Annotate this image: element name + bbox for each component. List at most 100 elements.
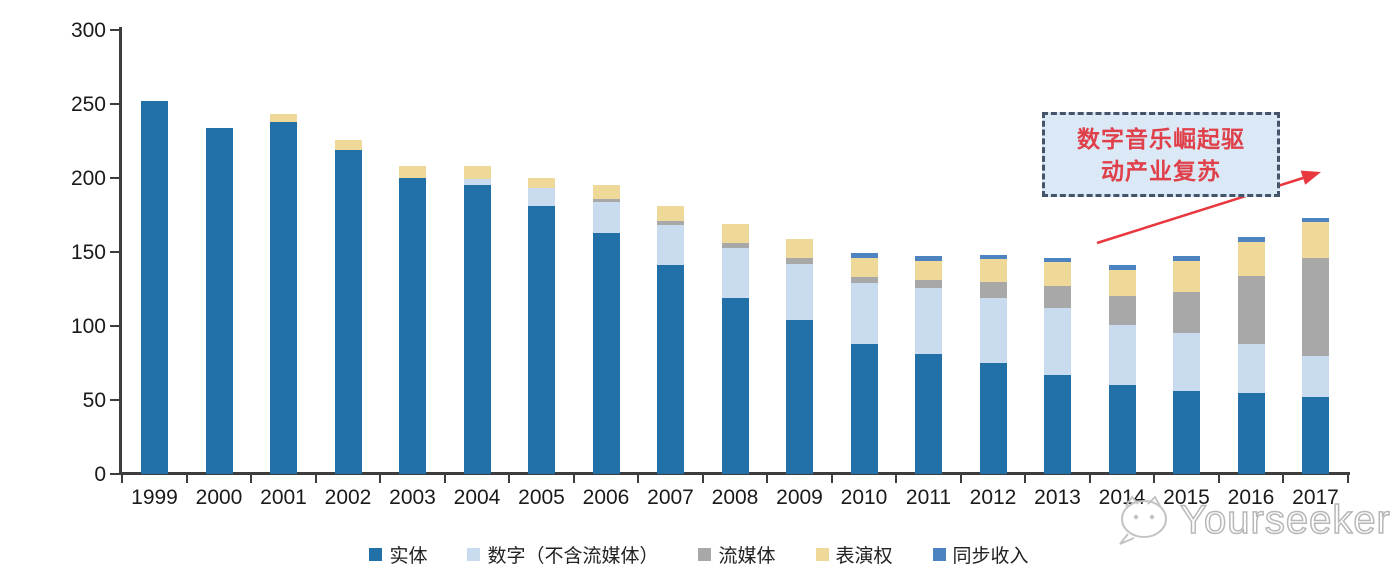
bar-segment-2010 — [850, 253, 878, 258]
legend-label: 同步收入 — [952, 546, 1029, 567]
y-axis-tick-label: 300 — [70, 19, 106, 42]
x-axis-label-2002: 2002 — [324, 486, 372, 509]
x-axis-label-2016: 2016 — [1227, 486, 1275, 509]
y-axis-tick-mark — [110, 325, 119, 327]
bar-segment-2015 — [1173, 260, 1200, 292]
bar-segment-2011 — [915, 256, 942, 261]
bar-segment-2014 — [1108, 269, 1136, 297]
y-axis-tick-mark — [110, 177, 119, 179]
bar-segment-2008 — [721, 297, 749, 474]
x-axis-label-2004: 2004 — [453, 486, 501, 509]
x-axis-label-2015: 2015 — [1163, 486, 1210, 509]
bar-segment-2014 — [1108, 385, 1136, 474]
bar-segment-2017 — [1302, 355, 1329, 398]
bar-segment-2011 — [915, 354, 942, 474]
legend-item-2: 数字（不含流媒体） — [467, 541, 658, 568]
bar-segment-2004 — [463, 185, 491, 474]
x-axis-label-2007: 2007 — [647, 486, 694, 509]
bar-segment-2010 — [850, 283, 878, 344]
bar-segment-2014 — [1108, 296, 1136, 325]
bar-segment-2012 — [979, 254, 1007, 260]
bar-segment-2013 — [1044, 374, 1071, 474]
y-axis-tick-label: 150 — [70, 241, 106, 264]
y-axis-tick-label: 200 — [70, 167, 106, 190]
bar-segment-2015 — [1173, 391, 1200, 474]
x-axis-tick-mark — [314, 475, 317, 483]
y-axis-tick-mark — [110, 103, 119, 105]
bar-segment-2017 — [1302, 217, 1329, 223]
bar-segment-2013 — [1044, 257, 1071, 263]
bar-segment-2009 — [786, 263, 813, 321]
x-axis-tick-mark — [508, 475, 511, 483]
x-axis-label-2010: 2010 — [840, 486, 888, 509]
bar-segment-2008 — [721, 223, 749, 244]
bar-segment-2001 — [270, 121, 297, 474]
bar-segment-2005 — [528, 206, 555, 474]
bar-segment-2005 — [528, 178, 555, 189]
x-axis-label-2000: 2000 — [195, 486, 243, 509]
bar-segment-2007 — [657, 220, 684, 226]
bar-segment-2003 — [399, 166, 426, 178]
bar-segment-2010 — [850, 257, 878, 278]
bar-segment-2015 — [1173, 256, 1200, 261]
y-axis-tick-label: 250 — [70, 93, 106, 116]
bar-segment-2016 — [1237, 392, 1265, 474]
x-axis-label-2005: 2005 — [518, 486, 565, 509]
x-axis-label-2008: 2008 — [711, 486, 759, 509]
x-axis-label-1999: 1999 — [131, 486, 178, 509]
bar-segment-2014 — [1108, 265, 1136, 270]
bar-segment-2002 — [334, 139, 362, 150]
x-axis-tick-mark — [1282, 475, 1285, 483]
bar-segment-2012 — [979, 281, 1007, 298]
legend-item-3: 流媒体 — [698, 541, 776, 568]
x-axis-tick-mark — [637, 475, 640, 483]
bar-segment-2007 — [657, 225, 684, 266]
bar-segment-2017 — [1302, 222, 1329, 258]
bar-segment-2002 — [334, 149, 362, 474]
bar-segment-2006 — [592, 198, 620, 202]
y-axis-tick-mark — [110, 29, 119, 31]
bar-segment-2007 — [657, 206, 684, 221]
x-axis-label-2006: 2006 — [582, 486, 630, 509]
bar-segment-2016 — [1237, 237, 1265, 242]
x-axis-tick-mark — [250, 475, 253, 483]
bar-segment-2004 — [463, 179, 491, 186]
bar-segment-2015 — [1173, 333, 1200, 392]
bar-segment-2006 — [592, 201, 620, 233]
bar-segment-2015 — [1173, 291, 1200, 334]
legend-label: 实体 — [389, 546, 428, 567]
bar-segment-2013 — [1044, 308, 1071, 375]
bar-segment-2010 — [850, 277, 878, 284]
watermark-text: Yourseeker — [1179, 497, 1391, 543]
bar-segment-2006 — [592, 232, 620, 474]
x-axis-tick-mark — [766, 475, 769, 483]
bar-segment-2011 — [915, 280, 942, 288]
bar-segment-2008 — [721, 243, 749, 248]
bar-segment-2016 — [1237, 241, 1265, 276]
x-axis-label-2012: 2012 — [969, 486, 1017, 509]
bar-segment-2009 — [786, 257, 813, 264]
x-axis-tick-mark — [1346, 475, 1349, 483]
bar-segment-2005 — [528, 188, 555, 207]
bar-segment-2012 — [979, 297, 1007, 363]
annotation-text-line1: 数字音乐崛起驱 — [1077, 125, 1245, 152]
bar-segment-2016 — [1237, 343, 1265, 393]
legend-swatch-icon — [698, 548, 712, 561]
x-axis-tick-mark — [1217, 475, 1220, 483]
bar-segment-2009 — [786, 238, 813, 258]
bar-segment-2016 — [1237, 275, 1265, 344]
legend-item-1: 实体 — [369, 541, 427, 568]
legend-swatch-icon — [815, 548, 829, 561]
watermark: Yourseeker — [1108, 492, 1391, 548]
chart-legend: 实体 数字（不含流媒体） 流媒体 表演权 同步收入 — [0, 541, 1398, 568]
x-axis-label-2003: 2003 — [389, 486, 436, 509]
bar-segment-1999 — [141, 101, 168, 474]
legend-swatch-icon — [369, 548, 383, 561]
bar-segment-2017 — [1302, 257, 1329, 356]
bar-segment-2012 — [979, 259, 1007, 282]
y-axis-tick-label: 0 — [94, 463, 106, 486]
x-axis-tick-mark — [572, 475, 575, 483]
bar-segment-2004 — [463, 166, 491, 180]
bar-segment-2006 — [592, 185, 620, 199]
x-axis-tick-mark — [895, 475, 898, 483]
